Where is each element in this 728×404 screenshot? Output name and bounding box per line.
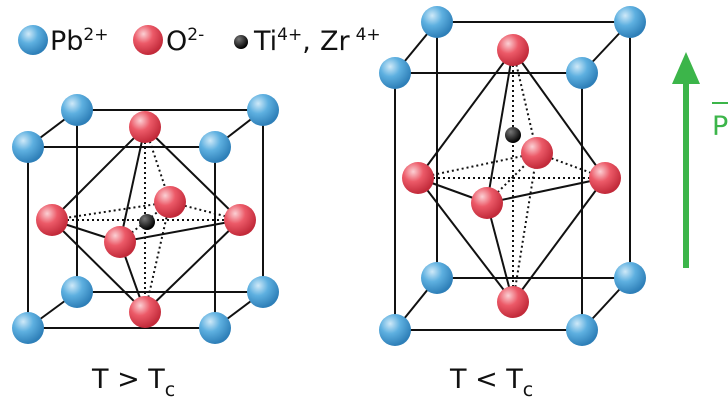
polarization-arrow: P bbox=[672, 52, 728, 268]
bond bbox=[119, 126, 146, 243]
bond bbox=[512, 177, 606, 303]
pb-ion bbox=[12, 312, 44, 344]
legend-ti-dot bbox=[234, 35, 248, 49]
ti-ion bbox=[139, 214, 155, 230]
polarization-label: P bbox=[712, 111, 728, 142]
pb-ion bbox=[379, 57, 411, 89]
legend-o-sphere bbox=[133, 25, 163, 55]
caption: T < T bbox=[449, 364, 523, 395]
bond bbox=[486, 49, 514, 204]
bond bbox=[119, 219, 241, 243]
bond bbox=[417, 177, 514, 303]
o-ion bbox=[471, 187, 503, 219]
pb-ion bbox=[61, 94, 93, 126]
cell-caption: T < Tc bbox=[449, 364, 533, 401]
legend: Pb2+ O2- Ti4+, Zr 4+ bbox=[18, 25, 381, 57]
bond bbox=[144, 201, 171, 313]
bond bbox=[144, 219, 241, 313]
o-ion bbox=[36, 204, 68, 236]
bond bbox=[512, 152, 538, 303]
cell-caption: T > Tc bbox=[91, 364, 175, 401]
pb-ion bbox=[199, 131, 231, 163]
o-ion bbox=[154, 186, 186, 218]
charge: 2- bbox=[187, 25, 204, 45]
charge: 4+ bbox=[356, 25, 381, 45]
pb-ion bbox=[421, 6, 453, 38]
charge: 4+ bbox=[277, 25, 302, 45]
structures bbox=[12, 6, 646, 346]
symbol: Pb bbox=[50, 26, 83, 57]
bond bbox=[51, 126, 146, 221]
o-ion bbox=[129, 111, 161, 143]
legend-pb-sphere bbox=[18, 25, 48, 55]
subscript: c bbox=[165, 379, 175, 401]
legend-label: Ti4+, bbox=[253, 25, 311, 57]
o-ion bbox=[497, 286, 529, 318]
legend-label: O2- bbox=[166, 25, 204, 57]
pb-ion bbox=[61, 276, 93, 308]
bond bbox=[512, 49, 606, 179]
pb-ion bbox=[12, 131, 44, 163]
pb-ion bbox=[614, 262, 646, 294]
legend-label: Pb2+ bbox=[50, 25, 108, 57]
bond bbox=[486, 177, 606, 204]
pb-ion bbox=[247, 94, 279, 126]
o-ion bbox=[129, 296, 161, 328]
pb-ion bbox=[379, 314, 411, 346]
separator: , bbox=[302, 26, 311, 57]
pb-ion bbox=[247, 276, 279, 308]
o-ion bbox=[521, 137, 553, 169]
symbol: Zr bbox=[320, 26, 350, 57]
caption: T > T bbox=[91, 364, 165, 395]
o-ion bbox=[104, 226, 136, 258]
bond bbox=[144, 126, 241, 221]
pb-ion bbox=[421, 262, 453, 294]
o-ion bbox=[589, 162, 621, 194]
legend-label: Zr 4+ bbox=[320, 25, 381, 57]
bond bbox=[486, 202, 514, 303]
pb-ion bbox=[199, 312, 231, 344]
o-ion bbox=[497, 34, 529, 66]
bond bbox=[417, 152, 538, 179]
ti-ion bbox=[505, 127, 521, 143]
subscript: c bbox=[523, 379, 533, 401]
pb-ion bbox=[614, 6, 646, 38]
bond bbox=[417, 49, 514, 179]
bond bbox=[51, 219, 146, 313]
arrow-head bbox=[672, 52, 700, 84]
symbol: O bbox=[166, 26, 187, 57]
charge: 2+ bbox=[83, 25, 108, 45]
o-ion bbox=[402, 162, 434, 194]
o-ion bbox=[224, 204, 256, 236]
pb-ion bbox=[566, 314, 598, 346]
symbol: Ti bbox=[253, 26, 277, 57]
pb-ion bbox=[566, 57, 598, 89]
